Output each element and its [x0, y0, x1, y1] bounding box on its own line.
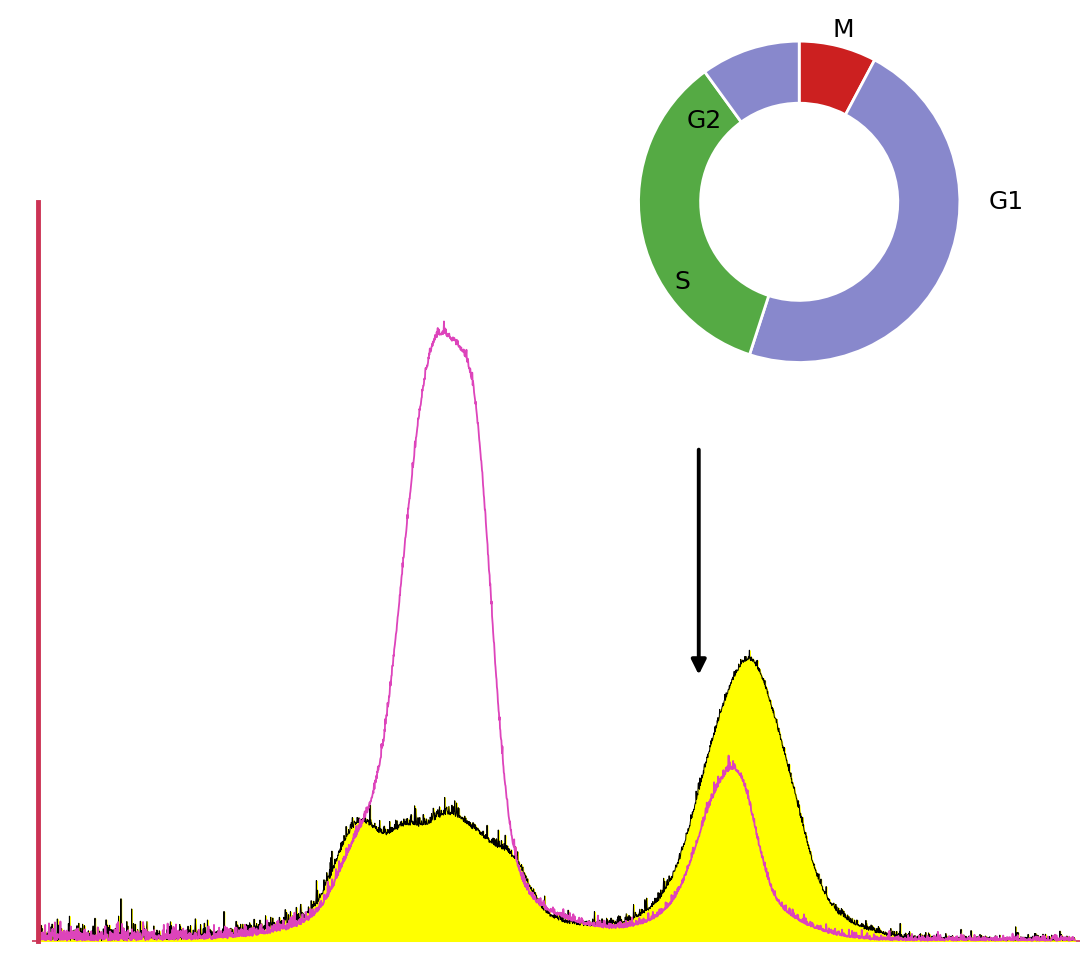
Text: M: M	[833, 18, 854, 42]
Text: S: S	[674, 270, 690, 294]
Wedge shape	[799, 41, 875, 114]
Wedge shape	[638, 72, 769, 355]
Text: G2: G2	[687, 110, 721, 134]
Wedge shape	[705, 41, 799, 122]
Text: G1: G1	[989, 190, 1024, 213]
Wedge shape	[750, 60, 960, 362]
